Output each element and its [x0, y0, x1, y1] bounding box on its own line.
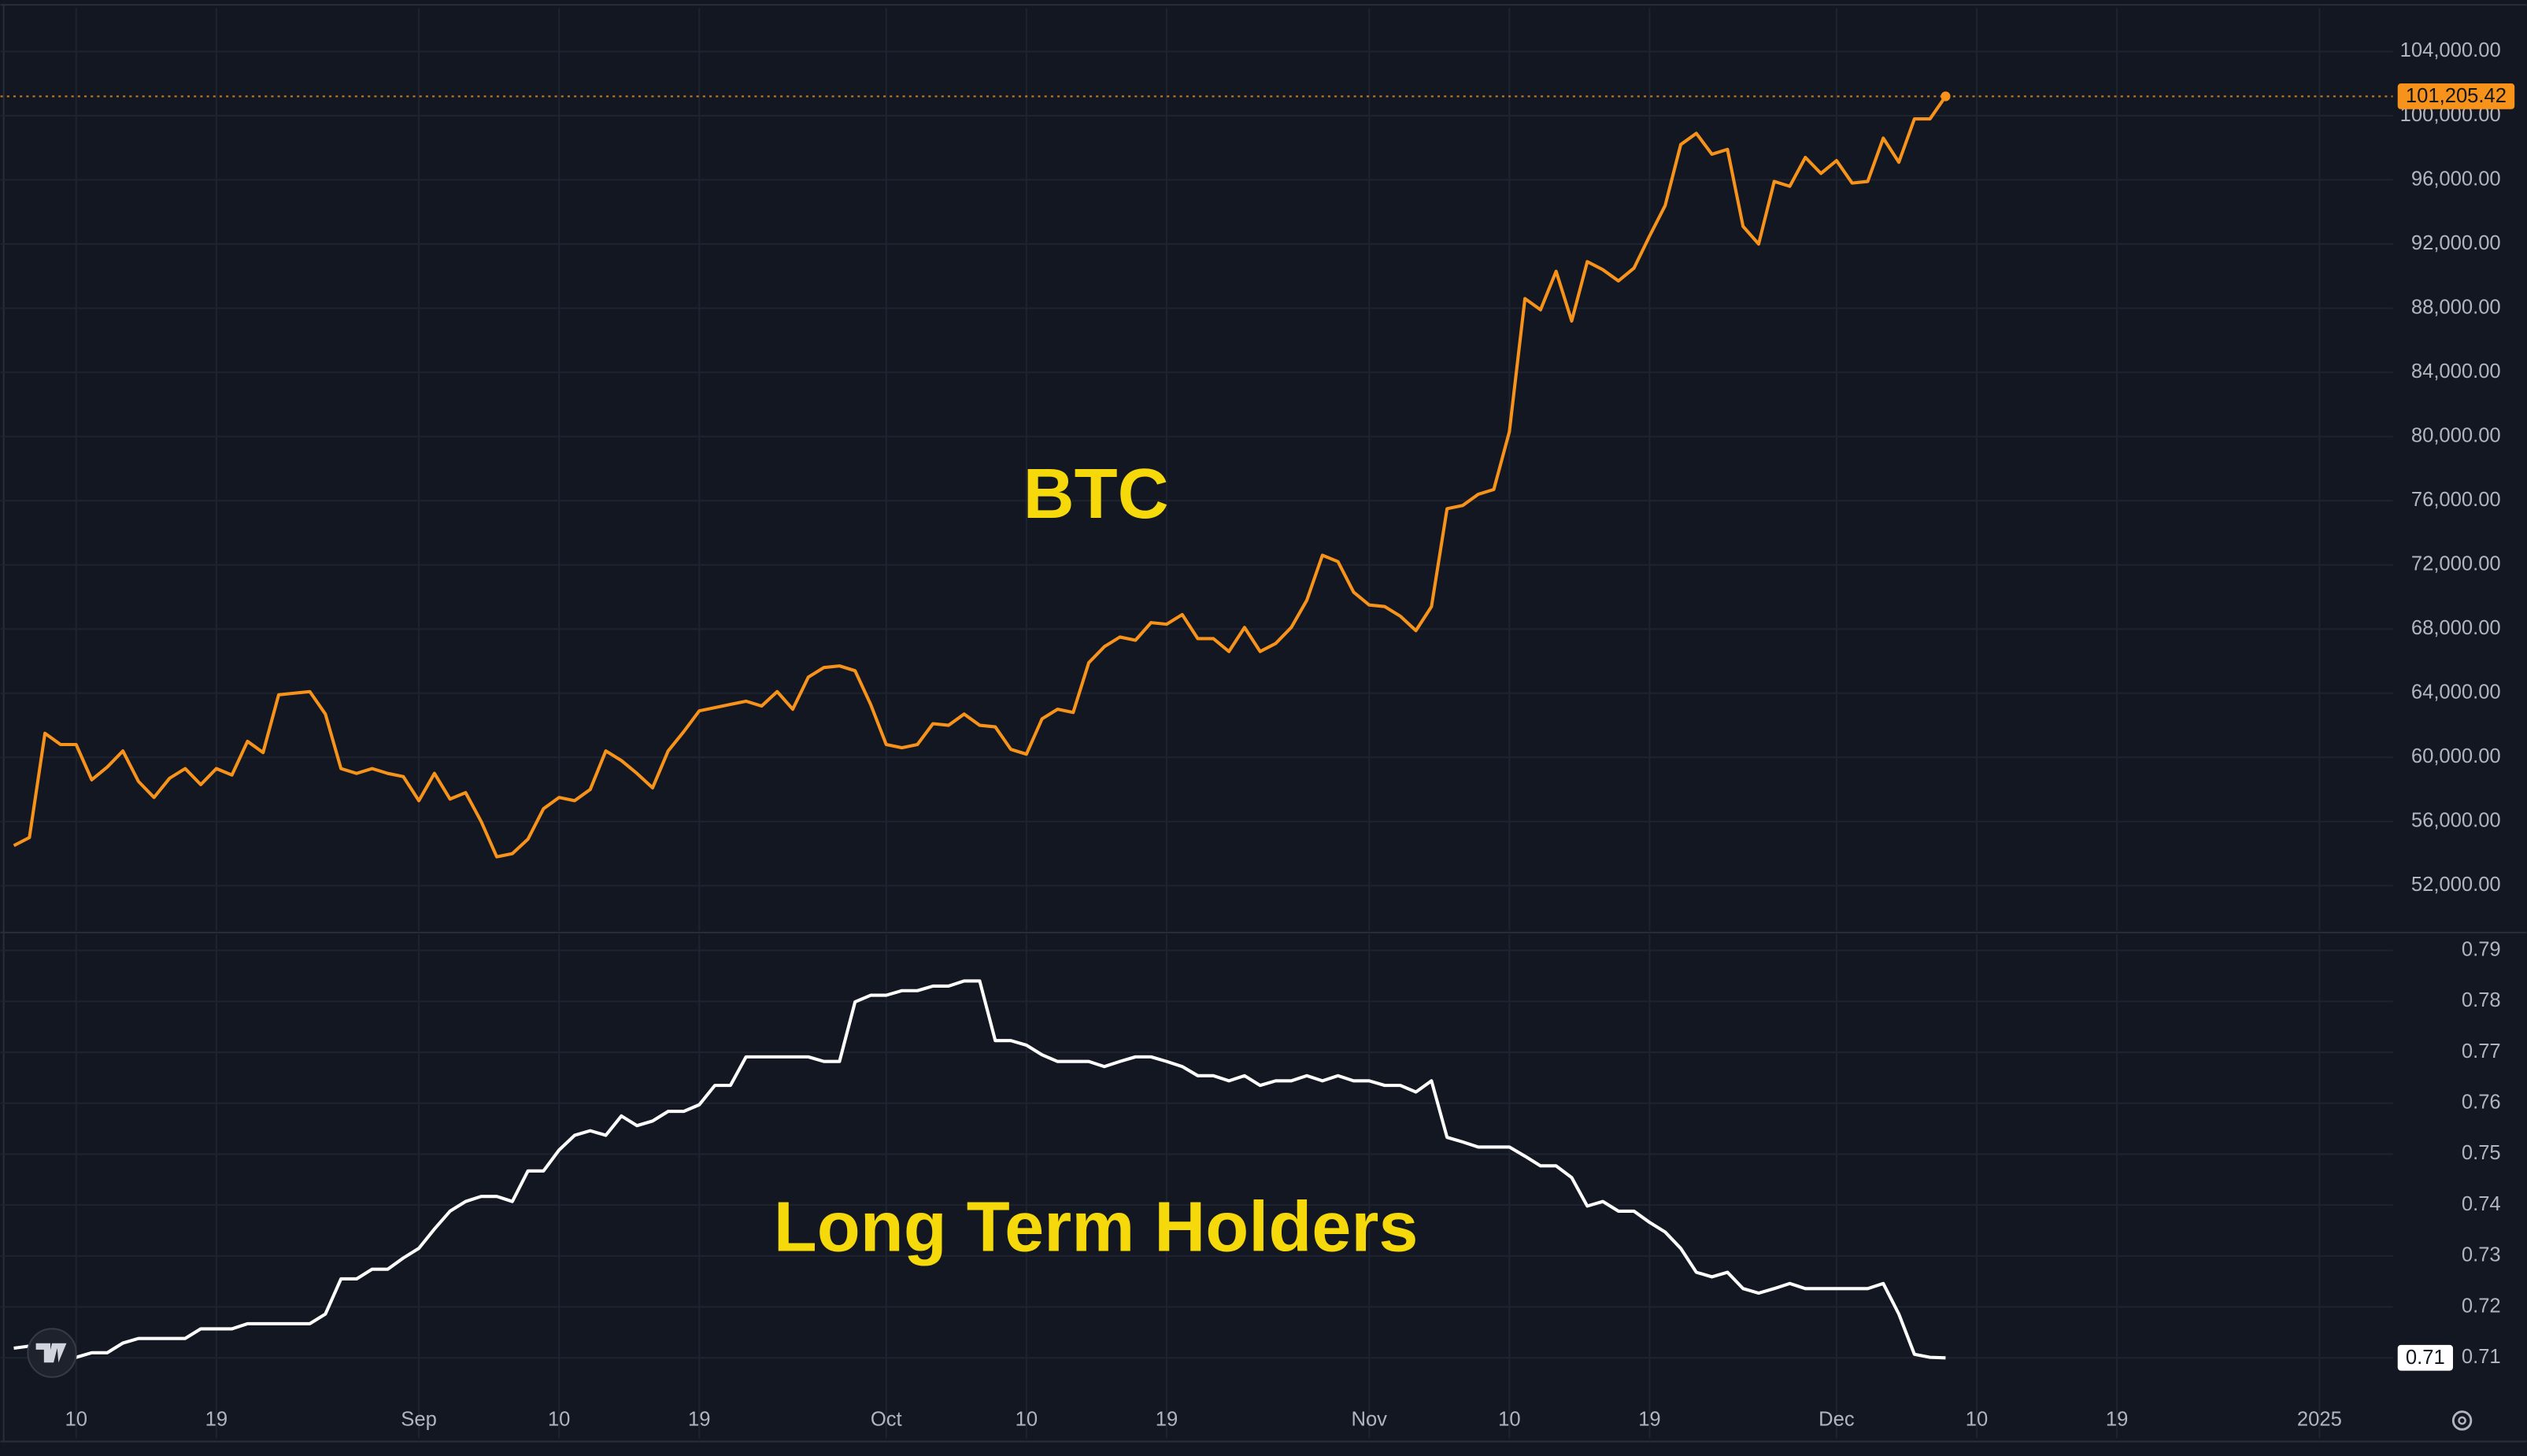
y-tick-label: 104,000.00: [2400, 39, 2501, 61]
y-tick-label: 0.77: [2462, 1040, 2501, 1062]
series-label: Long Term Holders: [774, 1187, 1419, 1266]
x-tick-label: Sep: [401, 1409, 437, 1431]
y-tick-label: 96,000.00: [2411, 168, 2501, 190]
y-tick-label: 0.72: [2462, 1295, 2501, 1317]
series-line: [13, 979, 1946, 1360]
x-tick-label: 10: [65, 1409, 87, 1431]
y-tick-label: 80,000.00: [2411, 424, 2501, 446]
y-tick-label: 0.75: [2462, 1142, 2501, 1164]
last-value-label: 0.71: [2406, 1347, 2445, 1369]
x-tick-label: 19: [1638, 1409, 1660, 1431]
y-tick-label: 0.78: [2462, 989, 2501, 1011]
x-tick-label: 10: [1498, 1409, 1520, 1431]
y-tick-label: 56,000.00: [2411, 810, 2501, 832]
last-value-box: [2397, 1344, 2453, 1371]
settings-icon[interactable]: [2451, 1410, 2473, 1431]
plot: BTC 101,205.42 Long Term Holders 0.71: [0, 83, 2515, 1371]
series-label: BTC: [1023, 454, 1169, 534]
y-tick-label: 84,000.00: [2411, 360, 2501, 382]
x-tick-label: 19: [688, 1409, 710, 1431]
x-tick-label: Nov: [1351, 1409, 1387, 1431]
x-tick-label: 19: [1156, 1409, 1178, 1431]
last-value-label: 101,205.42: [2406, 85, 2507, 107]
y-tick-label: 0.71: [2462, 1346, 2501, 1368]
y-tick-label: 92,000.00: [2411, 232, 2501, 254]
x-tick-label: 10: [548, 1409, 570, 1431]
x-tick-label: 19: [205, 1409, 228, 1431]
x-tick-label: Oct: [871, 1409, 902, 1431]
y-tick-label: 52,000.00: [2411, 874, 2501, 896]
x-tick-label: 10: [1966, 1409, 1988, 1431]
y-tick-label: 64,000.00: [2411, 682, 2501, 704]
x-tick-label: 10: [1016, 1409, 1038, 1431]
x-tick-label: 19: [2106, 1409, 2128, 1431]
y-tick-label: 0.73: [2462, 1244, 2501, 1266]
last-value-box: [2397, 83, 2515, 109]
grid: 52,000.00 56,000.00 60,000.00 64,000.00 68,0…: [0, 8, 2501, 1439]
x-tick-label: 2025: [2297, 1409, 2342, 1431]
y-tick-label: 88,000.00: [2411, 296, 2501, 318]
y-tick-label: 72,000.00: [2411, 552, 2501, 575]
y-tick-label: 0.79: [2462, 938, 2501, 960]
y-tick-label: 68,000.00: [2411, 617, 2501, 639]
last-point: [1941, 91, 1951, 102]
y-tick-label: 76,000.00: [2411, 489, 2501, 511]
y-tick-label: 0.76: [2462, 1092, 2501, 1114]
tradingview-logo: [27, 1328, 77, 1378]
y-tick-label: 0.74: [2462, 1193, 2501, 1215]
y-tick-label: 60,000.00: [2411, 745, 2501, 767]
series-line: [13, 95, 1948, 859]
x-tick-label: Dec: [1818, 1409, 1855, 1431]
